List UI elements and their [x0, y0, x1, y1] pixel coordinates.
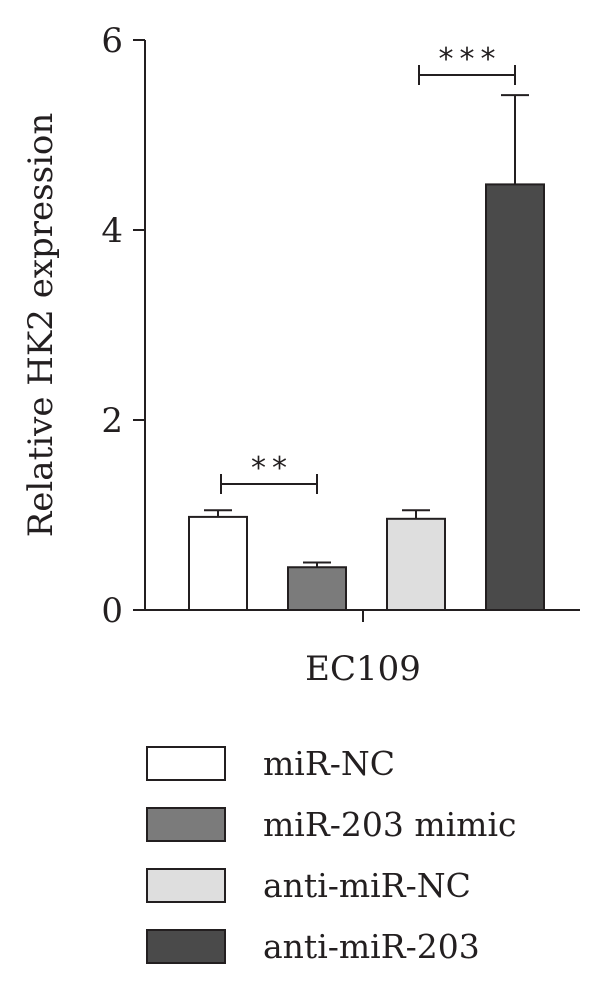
legend-label: anti-miR-NC — [263, 866, 471, 905]
bar-mir-203-mimic — [287, 566, 347, 611]
legend-swatch — [146, 868, 226, 903]
significance-label: *** — [439, 42, 502, 77]
y-tick-label: 6 — [101, 21, 123, 61]
significance-annotations: ***** — [220, 42, 516, 494]
y-tick-label: 4 — [101, 211, 123, 251]
x-category-label: EC109 — [305, 649, 421, 689]
bar-anti-mir-nc — [386, 517, 446, 611]
bar-mir-nc — [188, 515, 248, 612]
bars — [188, 94, 545, 612]
y-axis-title: Relative HK2 expression — [21, 113, 61, 538]
legend-label: miR-NC — [263, 744, 395, 783]
legend-label: miR-203 mimic — [263, 805, 517, 844]
legend-swatch — [146, 746, 226, 781]
y-tick-label: 2 — [101, 401, 123, 441]
legend-swatch — [146, 929, 226, 964]
legend-swatch — [146, 807, 226, 842]
y-tick-label: 0 — [101, 591, 123, 631]
legend: miR-NC miR-203 mimic anti-miR-NC anti-miR-2… — [146, 744, 517, 966]
bar-anti-mir-203 — [485, 183, 545, 611]
legend-label: anti-miR-203 — [263, 927, 480, 966]
significance-label: ** — [251, 451, 293, 486]
